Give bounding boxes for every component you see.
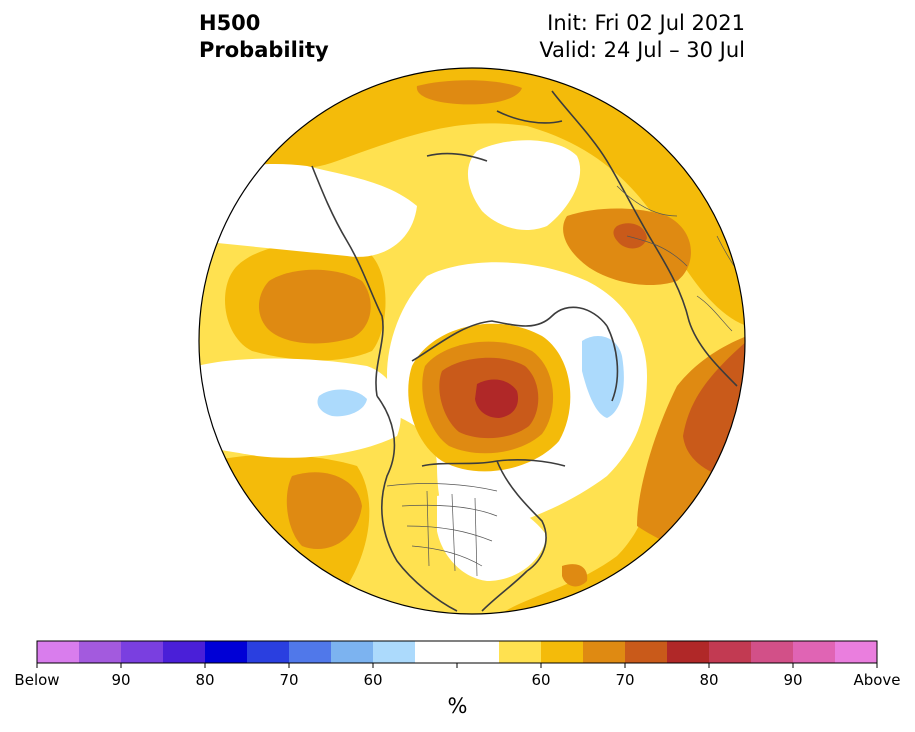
- colorbar-swatch: [583, 641, 626, 663]
- title-variable: H500: [199, 11, 261, 35]
- colorbar: Below 90 80 70 60 60 70 80 90 Above: [0, 636, 915, 732]
- colorbar-swatch: [331, 641, 374, 663]
- neutral-pacific-band: [199, 358, 401, 458]
- colorbar-swatch: [289, 641, 332, 663]
- colorbar-swatch: [373, 641, 416, 663]
- colorbar-swatch: [751, 641, 794, 663]
- shade-above70-southwest: [286, 472, 362, 550]
- shade-above70-north: [416, 80, 522, 105]
- shade-above60-north: [199, 68, 745, 326]
- shade-above75-europe: [613, 223, 647, 249]
- valid-range: Valid: 24 Jul – 30 Jul: [539, 38, 745, 62]
- colorbar-tick-label: Above: [853, 671, 900, 689]
- shade-below60-pacific: [317, 389, 367, 417]
- colorbar-tick-label: 70: [279, 671, 298, 689]
- title-product: Probability: [199, 38, 329, 62]
- political-borders: [386, 185, 745, 577]
- colorbar-tick-label: 60: [531, 671, 550, 689]
- init-date: Init: Fri 02 Jul 2021: [547, 11, 745, 35]
- shade-above80-center: [475, 379, 519, 418]
- colorbar-swatch: [121, 641, 164, 663]
- colorbar-tick-label: 80: [195, 671, 214, 689]
- colorbar-swatch: [457, 641, 500, 663]
- colorbar-swatch: [415, 641, 458, 663]
- colorbar-tick-label: 90: [783, 671, 802, 689]
- colorbar-swatch: [835, 641, 878, 663]
- colorbar-tick-label: 80: [699, 671, 718, 689]
- colorbar-swatch: [667, 641, 710, 663]
- probability-map: [197, 66, 747, 616]
- colorbar-svg: Below 90 80 70 60 60 70 80 90 Above: [14, 640, 901, 689]
- colorbar-swatch: [205, 641, 248, 663]
- colorbar-swatch: [499, 641, 542, 663]
- colorbar-unit: %: [447, 694, 468, 718]
- colorbar-swatch: [793, 641, 836, 663]
- map-dates: Init: Fri 02 Jul 2021 Valid: 24 Jul – 30…: [539, 10, 745, 64]
- shade-above70-south: [562, 564, 588, 587]
- map-title: H500 Probability: [199, 10, 329, 64]
- neutral-north: [467, 140, 581, 231]
- map-boundary: [198, 67, 746, 615]
- colorbar-swatch: [37, 641, 80, 663]
- colorbar-swatch: [79, 641, 122, 663]
- neutral-northwest: [199, 164, 417, 257]
- colorbar-tick-label: 60: [363, 671, 382, 689]
- colorbar-tick-label: 90: [111, 671, 130, 689]
- colorbar-swatch: [625, 641, 668, 663]
- shade-above70-pacific: [258, 269, 371, 344]
- map-svg: [198, 67, 746, 615]
- neutral-south: [437, 493, 547, 581]
- colorbar-swatch: [163, 641, 206, 663]
- colorbar-swatch: [541, 641, 584, 663]
- colorbar-tick-label: 70: [615, 671, 634, 689]
- colorbar-swatch: [709, 641, 752, 663]
- colorbar-tick-label: Below: [14, 671, 59, 689]
- colorbar-swatch: [247, 641, 290, 663]
